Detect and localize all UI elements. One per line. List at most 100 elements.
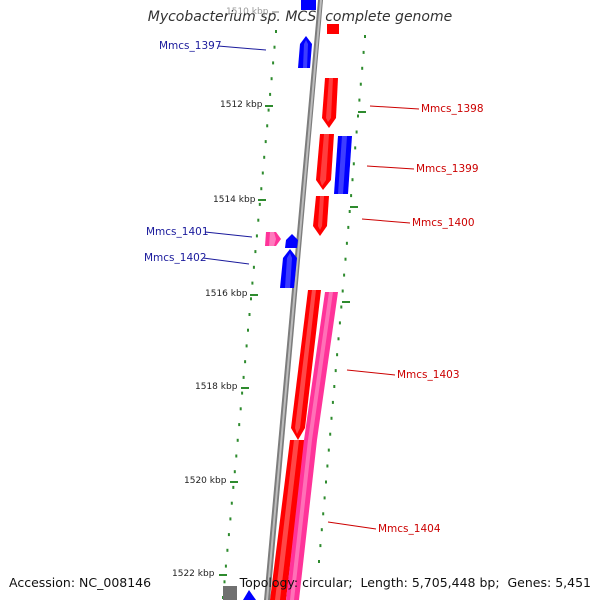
tick-dot xyxy=(343,273,346,277)
tick-dot xyxy=(351,178,354,182)
leader-mmcs-1402 xyxy=(202,257,250,265)
gene-mmcs-1402[interactable] xyxy=(280,249,297,288)
tick-dot xyxy=(267,108,270,112)
tick-dot xyxy=(242,375,245,379)
tick-dot xyxy=(325,480,327,484)
tick-dot xyxy=(244,360,247,364)
tick-dot xyxy=(331,400,334,404)
tick-dot xyxy=(362,50,365,54)
tick-dot xyxy=(322,512,325,516)
tick-dot xyxy=(364,35,366,38)
leader-mmcs-1397 xyxy=(217,45,267,51)
leader-mmcs-1403 xyxy=(346,369,396,376)
tick-dot xyxy=(239,407,242,411)
tick-label: 1512 kbp xyxy=(220,100,263,110)
tick-dot xyxy=(263,155,266,159)
tick-dot xyxy=(230,501,233,505)
tick-dot xyxy=(275,30,277,33)
tick-label: 1514 kbp xyxy=(213,195,256,205)
gene-mmcs-1403[interactable] xyxy=(286,292,338,600)
tick-dot xyxy=(354,146,357,150)
tick-dot xyxy=(319,544,322,548)
tick-dot xyxy=(352,162,355,166)
tick-dot xyxy=(257,218,260,222)
tick-dot xyxy=(336,353,339,357)
tick-ring-outer xyxy=(318,35,366,563)
tick-ring-inner xyxy=(222,30,277,599)
tick-dot xyxy=(318,560,320,563)
tick-label: 1516 kbp xyxy=(205,289,248,299)
genes-value: 5,451 xyxy=(555,575,591,590)
tick-dot xyxy=(232,485,235,489)
tick-label: 1510 kbp xyxy=(226,7,269,17)
gene-label-mmcs-1398[interactable]: Mmcs_1398 xyxy=(421,103,484,115)
gene-label-mmcs-1403[interactable]: Mmcs_1403 xyxy=(397,369,460,381)
accession-label: Accession: xyxy=(9,575,76,590)
tick-dot xyxy=(254,250,257,254)
tick-dot xyxy=(250,297,252,301)
gene-mmcs-1397[interactable] xyxy=(298,36,312,68)
label-leaders xyxy=(202,45,420,530)
tick-dot xyxy=(358,98,361,102)
length-label: Length: xyxy=(360,575,408,590)
gene-label-mmcs-1402[interactable]: Mmcs_1402 xyxy=(144,252,207,264)
tick-dot xyxy=(236,438,239,442)
tick-dot xyxy=(251,281,254,285)
tick-dot xyxy=(247,328,249,332)
tick-dot xyxy=(261,171,264,175)
gene-label-mmcs-1397[interactable]: Mmcs_1397 xyxy=(159,40,222,52)
gene-blue-1399b[interactable] xyxy=(334,136,352,194)
gene-fragment-bottom-gray xyxy=(223,586,237,600)
tick-dot xyxy=(241,391,244,395)
tick-dot xyxy=(224,564,227,568)
tick-dot xyxy=(340,305,343,309)
tick-dot xyxy=(344,257,347,261)
tick-dot xyxy=(345,241,348,245)
tick-dot xyxy=(235,454,238,458)
tick-dot xyxy=(327,448,330,452)
tick-dot xyxy=(226,548,229,552)
tick-dot xyxy=(333,385,336,388)
tick-dot xyxy=(260,187,263,191)
tick-dot xyxy=(326,464,329,468)
gene-fragment-top-red xyxy=(327,24,339,34)
gene-label-mmcs-1400[interactable]: Mmcs_1400 xyxy=(412,217,475,229)
length-value: 5,705,448 bp xyxy=(411,575,496,590)
tick-dot xyxy=(348,210,351,213)
tick-marks xyxy=(219,11,366,576)
tick-dot xyxy=(338,321,341,325)
tick-dot xyxy=(264,140,267,144)
leader-mmcs-1399 xyxy=(366,165,415,170)
gene-fragment-bottom-blue xyxy=(243,590,256,600)
tick-dot xyxy=(347,225,350,229)
tick-dot xyxy=(252,265,255,269)
topology-label: Topology: xyxy=(239,575,299,590)
gene-blue-small[interactable] xyxy=(285,234,298,248)
gene-mmcs-1398[interactable] xyxy=(322,78,338,128)
gene-label-mmcs-1399[interactable]: Mmcs_1399 xyxy=(416,163,479,175)
gene-label-mmcs-1401[interactable]: Mmcs_1401 xyxy=(146,226,209,238)
genome-backbone-highlight xyxy=(266,0,322,600)
gene-mmcs-1404[interactable] xyxy=(270,290,321,600)
tick-dot xyxy=(361,66,364,70)
genome-stats: Topology: circular; Length: 5,705,448 bp… xyxy=(239,575,591,590)
tick-label: 1518 kbp xyxy=(195,382,238,392)
gene-mmcs-1399[interactable] xyxy=(316,134,334,190)
tick-dot xyxy=(329,432,332,436)
tick-label: 1522 kbp xyxy=(172,569,215,579)
tick-label: 1520 kbp xyxy=(184,476,227,486)
tick-dot xyxy=(223,580,226,584)
gene-mmcs-1401[interactable] xyxy=(265,232,281,246)
tick-dot xyxy=(334,369,337,373)
tick-dot xyxy=(227,533,230,537)
gene-label-mmcs-1404[interactable]: Mmcs_1404 xyxy=(378,523,441,535)
tick-dot xyxy=(266,124,269,128)
tick-dot xyxy=(320,528,323,532)
tick-dot xyxy=(245,344,248,348)
tick-labels: 1510 kbp 1512 kbp 1514 kbp 1516 kbp 1518… xyxy=(172,7,269,579)
leader-mmcs-1398 xyxy=(369,105,420,110)
genome-title: Mycobacterium sp. MCS, complete genome xyxy=(147,9,453,25)
gene-mmcs-1400[interactable] xyxy=(313,196,329,236)
